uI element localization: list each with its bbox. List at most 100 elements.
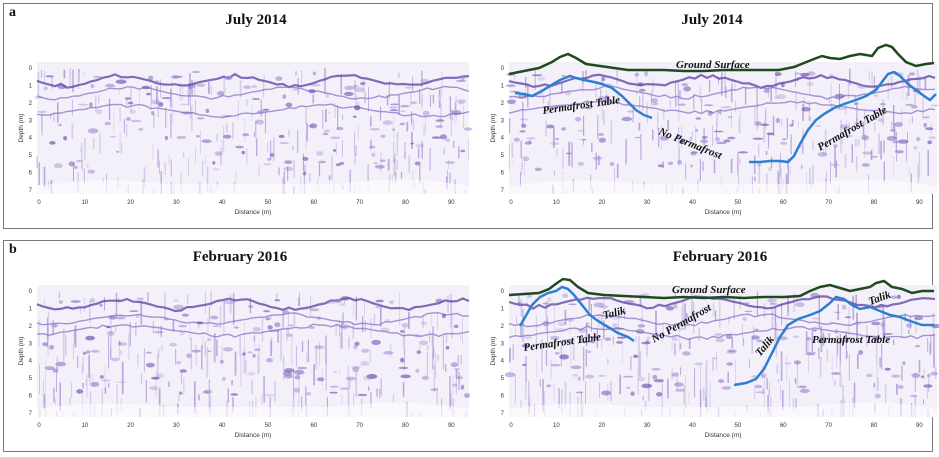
x-tick-label: 10 — [81, 423, 88, 429]
y-tick-label: 5 — [501, 376, 505, 382]
x-tick-label: 20 — [598, 423, 605, 429]
y-tick-label: 6 — [29, 394, 33, 400]
y-tick-label: 3 — [29, 118, 33, 124]
y-tick-label: 4 — [29, 136, 33, 142]
panel-a: a July 2014 July 2014 0 10 20 30 40 50 60 70 80 9… — [3, 3, 939, 229]
y-tick-label: 0 — [29, 289, 33, 295]
permafrost-table-line-left — [514, 74, 653, 120]
plot-title-right: July 2014 — [681, 12, 743, 28]
y-axis-label: Depth (m) — [18, 114, 25, 143]
ground-surface-line — [508, 277, 934, 300]
x-tick-label: 70 — [825, 200, 832, 206]
y-tick-label: 2 — [29, 324, 33, 330]
x-tick-label: 10 — [553, 423, 560, 429]
ground-surface-line — [508, 43, 935, 76]
y-axis-label: Depth (m) — [18, 337, 25, 366]
y-tick-label: 0 — [501, 66, 505, 72]
x-tick-label: 90 — [916, 423, 923, 429]
x-tick-label: 40 — [689, 423, 696, 429]
x-tick-label: 30 — [644, 200, 651, 206]
x-tick-label: 0 — [37, 200, 41, 206]
y-tick-label: 6 — [501, 171, 505, 177]
y-tick-label: 1 — [501, 83, 505, 89]
x-axis-label: Distance (m) — [705, 209, 742, 216]
permafrost-table-line-right — [749, 70, 937, 164]
y-tick-label: 2 — [501, 101, 505, 107]
x-tick-label: 60 — [780, 200, 787, 206]
y-tick-label: 5 — [501, 153, 505, 159]
x-tick-label: 50 — [735, 423, 742, 429]
x-tick-label: 80 — [402, 423, 409, 429]
x-tick-label: 30 — [173, 423, 180, 429]
x-tick-label: 0 — [37, 423, 41, 429]
label-ground-surface: Ground Surface — [676, 59, 750, 71]
y-tick-label: 4 — [501, 359, 505, 365]
x-tick-label: 40 — [689, 200, 696, 206]
radargram-left — [34, 62, 473, 194]
panel-letter: b — [9, 242, 17, 257]
y-axis-label: Depth (m) — [490, 114, 497, 143]
y-tick-label: 0 — [501, 289, 505, 295]
x-tick-label: 40 — [219, 423, 226, 429]
x-tick-label: 50 — [265, 200, 272, 206]
label-permafrost-table-right: Permafrost Table — [812, 334, 890, 346]
y-tick-label: 1 — [29, 83, 33, 89]
y-tick-label: 2 — [29, 101, 33, 107]
x-tick-label: 90 — [448, 200, 455, 206]
y-tick-label: 5 — [29, 153, 33, 159]
x-tick-label: 60 — [780, 423, 787, 429]
panel-b: b February 2016 February 2016 0 10 20 30 40 5… — [3, 240, 939, 452]
y-tick-label: 7 — [501, 411, 505, 417]
x-tick-label: 80 — [871, 423, 878, 429]
y-tick-label: 6 — [29, 171, 33, 177]
y-tick-label: 4 — [29, 359, 33, 365]
plot-title-left: July 2014 — [225, 12, 287, 28]
permafrost-table-line-right — [733, 295, 934, 387]
y-tick-label: 7 — [501, 188, 505, 194]
x-tick-label: 20 — [127, 200, 134, 206]
x-tick-label: 90 — [916, 200, 923, 206]
x-tick-label: 30 — [173, 200, 180, 206]
x-axis-label: Distance (m) — [705, 432, 742, 439]
x-tick-label: 10 — [81, 200, 88, 206]
axes-left: 0 10 20 30 40 50 60 70 80 90 0 1 2 3 4 5 6 7 Distance (m) D… — [18, 66, 455, 216]
radargram-right — [504, 285, 939, 417]
y-axis-label: Depth (m) — [490, 337, 497, 366]
x-tick-label: 20 — [598, 200, 605, 206]
panel-letter: a — [9, 5, 16, 20]
y-tick-label: 3 — [501, 341, 505, 347]
y-tick-label: 0 — [29, 66, 33, 72]
x-axis-label: Distance (m) — [235, 209, 272, 216]
plot-title-left: February 2016 — [192, 249, 288, 265]
label-talik-1: Talik — [602, 305, 628, 322]
y-tick-label: 5 — [29, 376, 33, 382]
x-axis-label: Distance (m) — [235, 432, 272, 439]
y-tick-label: 7 — [29, 188, 33, 194]
x-tick-label: 60 — [310, 200, 317, 206]
axes-right: 0 10 20 30 40 50 60 70 80 90 0 1 2 3 4 5 6 7 Distance (m) D… — [490, 289, 923, 439]
plot-title-right: February 2016 — [672, 249, 768, 265]
x-tick-label: 80 — [871, 200, 878, 206]
y-tick-label: 2 — [501, 324, 505, 330]
axes-left: 0 10 20 30 40 50 60 70 80 90 0 1 2 3 4 5 6 7 Distance (m) D… — [18, 289, 455, 439]
x-tick-label: 90 — [448, 423, 455, 429]
y-tick-label: 1 — [29, 306, 33, 312]
x-tick-label: 30 — [644, 423, 651, 429]
y-tick-label: 7 — [29, 411, 33, 417]
x-tick-label: 50 — [265, 423, 272, 429]
radargram-right — [505, 62, 939, 194]
x-tick-label: 80 — [402, 200, 409, 206]
permafrost-table-line-left — [518, 285, 635, 343]
y-tick-label: 3 — [501, 118, 505, 124]
axes-right: 0 10 20 30 40 50 60 70 80 90 0 1 2 3 4 5 6 7 Distance (m) D… — [490, 66, 923, 216]
y-tick-label: 6 — [501, 394, 505, 400]
y-tick-label: 4 — [501, 136, 505, 142]
x-tick-label: 60 — [310, 423, 317, 429]
x-tick-label: 10 — [553, 200, 560, 206]
x-tick-label: 0 — [509, 200, 513, 206]
x-tick-label: 20 — [127, 423, 134, 429]
x-tick-label: 70 — [356, 423, 363, 429]
radargram-left — [36, 285, 471, 417]
